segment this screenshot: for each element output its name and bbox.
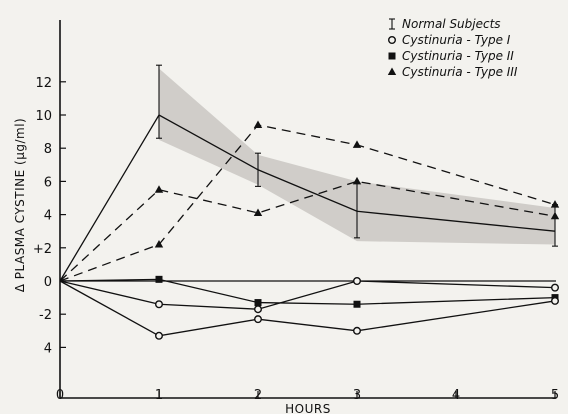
triangle-marker xyxy=(352,140,362,148)
y-tick-label: 6 xyxy=(44,175,52,190)
legend-entry-3: Cystinuria - Type III xyxy=(387,65,518,79)
circle-marker xyxy=(551,283,560,292)
triangle-marker xyxy=(154,185,164,193)
y-tick-label: 0 xyxy=(44,275,52,290)
circle-marker xyxy=(253,305,262,314)
x-axis-label: HOURS xyxy=(285,402,331,414)
normal-range-band xyxy=(159,68,555,245)
x-tick-label: 2 xyxy=(254,388,262,403)
triangle-marker xyxy=(253,208,263,216)
series-1 xyxy=(59,176,560,282)
y-axis-label: Δ PLASMA CYSTINE (μg/ml) xyxy=(13,118,27,292)
x-tick-label: 4 xyxy=(452,388,460,403)
square-marker xyxy=(353,300,361,308)
circle-marker xyxy=(154,300,163,309)
legend: Normal Subjects Cystinuria - Type I Cystin… xyxy=(387,17,518,79)
y-tick-label: 4 xyxy=(44,341,52,356)
y-tick-label: 12 xyxy=(35,76,52,91)
series-2 xyxy=(59,120,560,282)
triangle-marker xyxy=(550,211,560,220)
triangle-marker xyxy=(352,176,362,185)
y-tick-label: 8 xyxy=(44,142,52,157)
x-tick-label: 1 xyxy=(155,388,163,403)
series-layer xyxy=(59,64,560,340)
legend-label: Cystinuria - Type I xyxy=(402,33,511,47)
series-line xyxy=(59,278,556,305)
series-line xyxy=(59,180,556,282)
circle-marker xyxy=(253,315,262,324)
triangle-marker xyxy=(154,239,164,248)
y-tick-label: -2 xyxy=(39,308,52,323)
y-tick-label: +2 xyxy=(33,242,52,257)
triangle-marker xyxy=(550,200,560,208)
square-marker xyxy=(388,52,396,60)
legend-label: Cystinuria - Type III xyxy=(402,65,518,79)
y-tick-label: 4 xyxy=(44,209,52,224)
legend-entry-0: Normal Subjects xyxy=(389,17,501,31)
x-tick-label: 3 xyxy=(353,388,361,403)
circle-marker xyxy=(353,277,362,286)
normal-range-band-layer xyxy=(159,68,555,245)
circle-marker xyxy=(551,296,560,305)
series-line xyxy=(59,280,556,337)
circle-marker xyxy=(353,326,362,335)
legend-entry-2: Cystinuria - Type II xyxy=(388,49,514,63)
circle-marker xyxy=(388,36,397,45)
circle-marker xyxy=(154,331,163,340)
legend-label: Cystinuria - Type II xyxy=(402,49,514,63)
series-5 xyxy=(59,280,560,340)
square-marker xyxy=(254,299,262,307)
x-tick-label: 5 xyxy=(551,388,559,403)
axes xyxy=(59,20,556,399)
legend-entry-1: Cystinuria - Type I xyxy=(388,33,511,47)
legend-label: Normal Subjects xyxy=(402,17,501,31)
triangle-marker xyxy=(387,67,397,75)
y-tick-label: 10 xyxy=(35,109,52,124)
series-line xyxy=(59,280,556,310)
x-tick-label: 0 xyxy=(56,388,64,403)
square-marker xyxy=(155,275,163,283)
series-4 xyxy=(59,277,560,314)
triangle-marker xyxy=(253,120,263,128)
